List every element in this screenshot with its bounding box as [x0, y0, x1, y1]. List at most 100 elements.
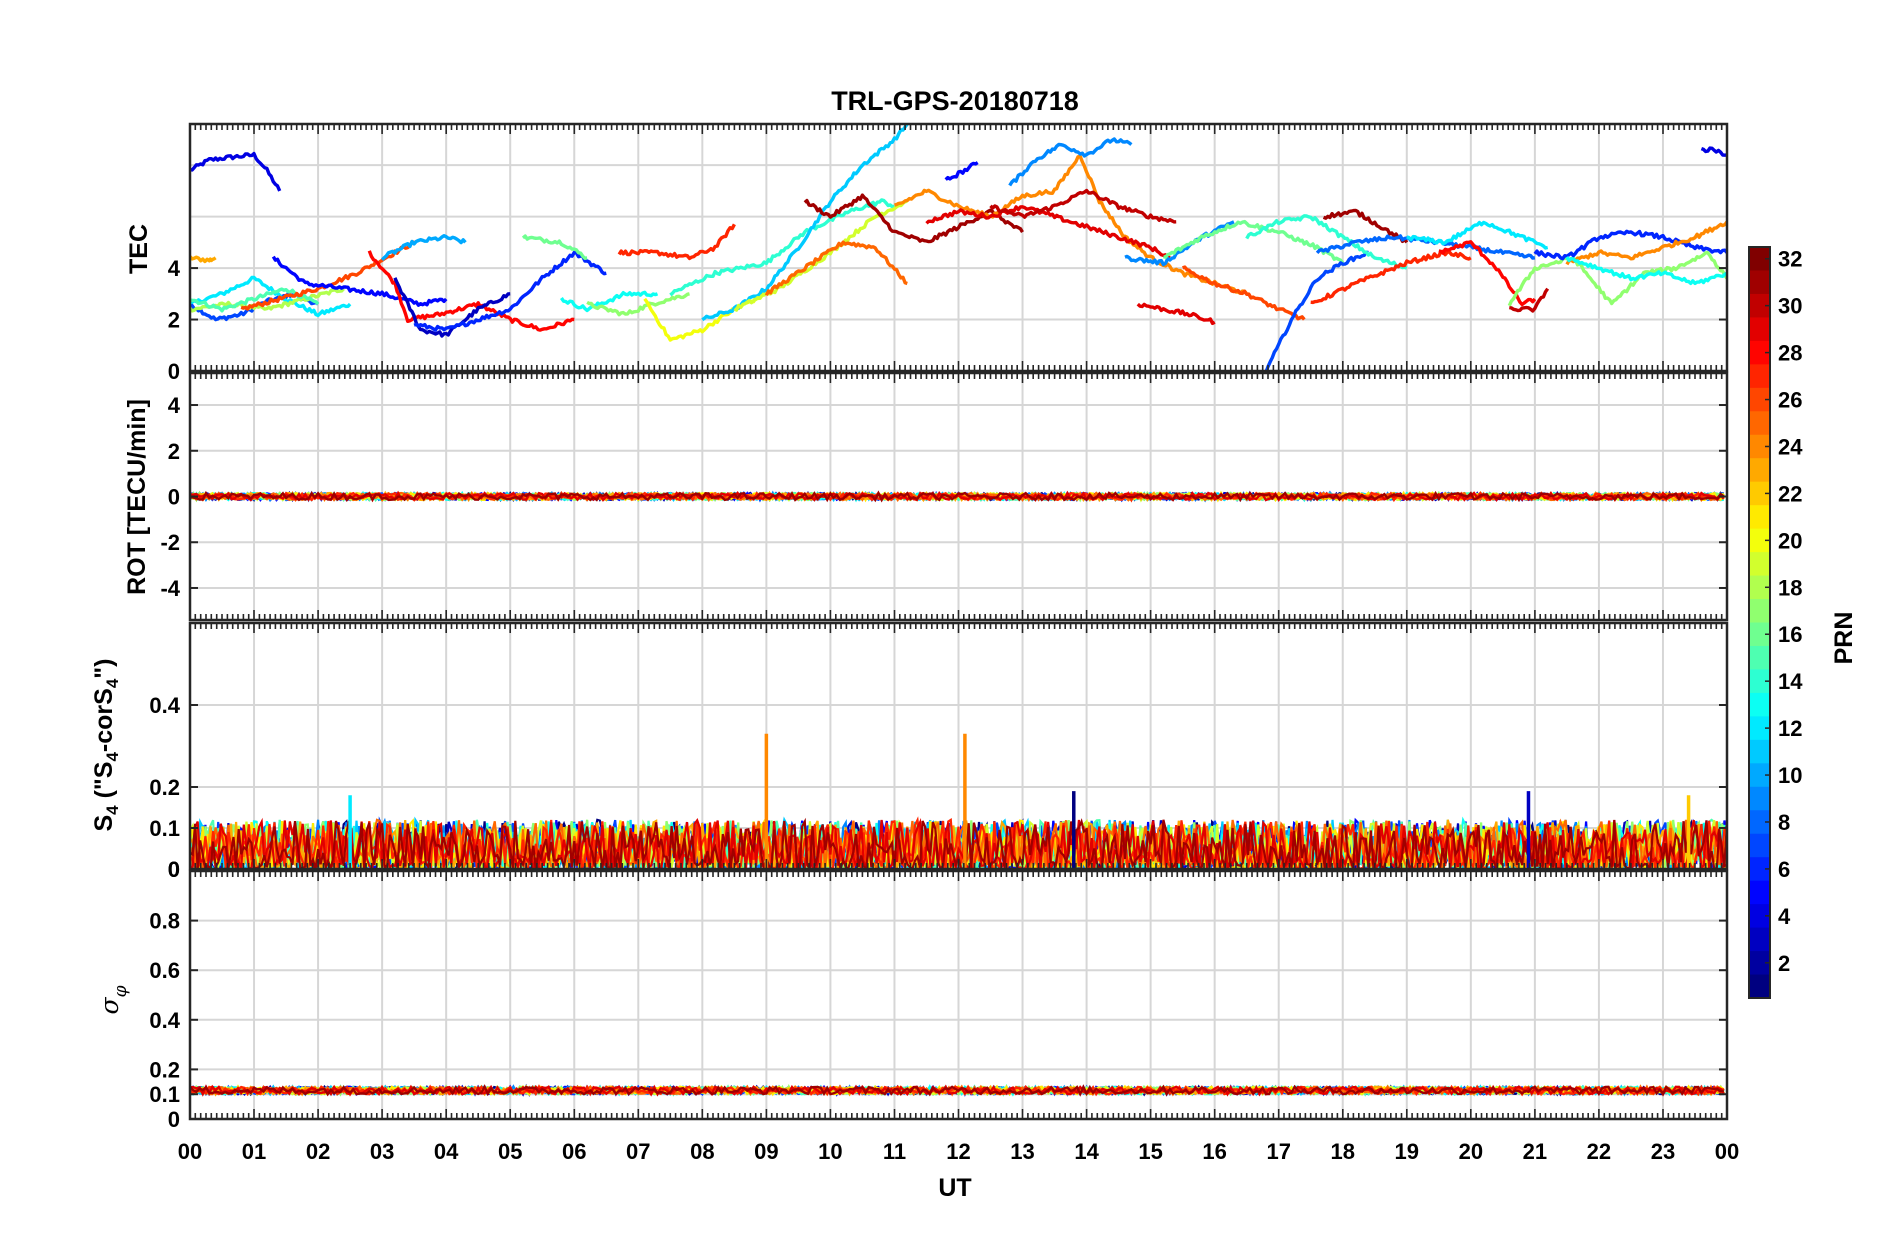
- y-tick-label: 0.2: [149, 1057, 180, 1082]
- panel-tec: 0 2 4: [168, 122, 1729, 384]
- x-tick-label: 07: [626, 1139, 650, 1164]
- colorbar-tick-label: 4: [1778, 904, 1791, 929]
- s4-series-prn-31: [190, 817, 1727, 869]
- colorbar-tick-label: 2: [1778, 951, 1790, 976]
- tec-series-prn-5: [271, 255, 448, 307]
- colorbar-segment: [1749, 505, 1770, 530]
- panel-rot: 4 2 0 -2 -4: [160, 371, 1729, 622]
- x-tick-label: 22: [1587, 1139, 1611, 1164]
- tec-series-prn-12: [190, 275, 352, 318]
- y-tick-label: 0.6: [149, 958, 180, 983]
- y-tick-label: 2: [168, 439, 180, 464]
- data-layer: [190, 1083, 1725, 1097]
- x-tick-label: 18: [1331, 1139, 1355, 1164]
- colorbar-segment: [1749, 739, 1770, 764]
- y-tick-label: 2: [168, 308, 180, 333]
- sigma-series-prn-31: [190, 1084, 1724, 1097]
- tec-series-prn-31: [1322, 208, 1409, 244]
- x-tick-label: 10: [818, 1139, 842, 1164]
- tec-series-prn-17: [586, 292, 690, 317]
- x-tick-label: 20: [1459, 1139, 1483, 1164]
- x-tick-label: 04: [434, 1139, 459, 1164]
- colorbar-segment: [1749, 575, 1770, 600]
- colorbar-segment: [1749, 340, 1770, 365]
- colorbar-segment: [1749, 645, 1770, 671]
- tec-series-prn-27: [617, 223, 736, 261]
- colorbar-tick-label: 10: [1778, 763, 1802, 788]
- x-tick-label: 17: [1266, 1139, 1290, 1164]
- tec-series-prn-16: [1162, 219, 1345, 264]
- x-minor-ticks: [189, 871, 1728, 1119]
- tec-series-prn-7: [1264, 250, 1369, 371]
- colorbar-segment: [1749, 481, 1770, 506]
- x-tick-label: 16: [1202, 1139, 1226, 1164]
- rot-series-prn-31: [190, 490, 1725, 503]
- tec-y-label: TEC: [125, 224, 153, 274]
- data-layer: [190, 490, 1725, 503]
- colorbar-tick-label: 8: [1778, 810, 1790, 835]
- tec-series-prn-12: [1406, 220, 1549, 250]
- y-tick-label: 0: [168, 1107, 180, 1132]
- colorbar-tick-label: 14: [1778, 669, 1803, 694]
- colorbar-segment: [1749, 763, 1770, 788]
- y-tick-label: 0: [168, 359, 180, 384]
- y-tick-label: 0.8: [149, 909, 180, 934]
- x-tick-label: 19: [1395, 1139, 1419, 1164]
- x-tick-label: 05: [498, 1139, 522, 1164]
- x-tick-label: 11: [883, 1139, 906, 1164]
- x-tick-label: 12: [946, 1139, 970, 1164]
- tec-series-prn-16: [521, 234, 588, 260]
- x-axis-label: UT: [938, 1174, 971, 1202]
- colorbar-segment: [1749, 364, 1770, 389]
- tec-series-prn-29: [1136, 302, 1216, 326]
- panel-s4: 000.10.20.4: [149, 621, 1729, 882]
- x-tick-label: 01: [242, 1139, 266, 1164]
- colorbar-segment: [1749, 387, 1770, 412]
- x-tick-label: 09: [754, 1139, 778, 1164]
- tec-series-prn-4: [190, 151, 282, 192]
- y-tick-label: 0: [168, 485, 180, 510]
- colorbar-segment: [1749, 599, 1770, 624]
- colorbar-segment: [1749, 904, 1770, 929]
- s4-series-prn-29: [190, 817, 1727, 869]
- x-tick-label: 15: [1138, 1139, 1162, 1164]
- x-tick-label: 02: [306, 1139, 330, 1164]
- tec-series-prn-10: [380, 234, 467, 262]
- tec-series-prn-28: [1438, 240, 1537, 307]
- data-layer: [190, 124, 1727, 371]
- s4-y-label: S4 ("S4-corS4"): [90, 659, 122, 832]
- tec-series-prn-17: [1507, 251, 1727, 307]
- colorbar-segment: [1749, 833, 1770, 858]
- colorbar-frame: [1748, 246, 1771, 999]
- colorbar-segment: [1749, 552, 1770, 577]
- colorbar-segment: [1749, 810, 1770, 835]
- tec-series-prn-23: [190, 255, 217, 264]
- x-minor-ticks: [189, 373, 1728, 620]
- tec-series-prn-28: [367, 250, 575, 332]
- colorbar-segment: [1749, 317, 1770, 342]
- y-tick-label: 0: [168, 857, 180, 882]
- tec-series-prn-6: [1533, 229, 1727, 261]
- colorbar-segment: [1749, 458, 1770, 483]
- colorbar-segment: [1749, 974, 1770, 999]
- colorbar-tick-label: 22: [1778, 481, 1802, 506]
- x-tick-label: 06: [562, 1139, 586, 1164]
- colorbar-tick-label: 28: [1778, 341, 1802, 366]
- y-tick-label: 0.1: [149, 1082, 180, 1107]
- colorbar-segment: [1749, 247, 1770, 272]
- y-tick-label: 0.1: [149, 816, 180, 841]
- colorbar-label: PRN: [1830, 612, 1858, 665]
- colorbar-segment: [1749, 528, 1770, 553]
- colorbar-segment: [1749, 622, 1770, 647]
- colorbar-tick-label: 32: [1778, 247, 1802, 272]
- colorbar-tick-label: 24: [1778, 434, 1803, 459]
- colorbar-tick-label: 16: [1778, 622, 1802, 647]
- tec-series-prn-9: [1008, 137, 1133, 187]
- y-tick-label: 0.4: [149, 1008, 180, 1033]
- y-tick-label: 0.2: [149, 775, 180, 800]
- tec-series-prn-9: [1124, 220, 1235, 267]
- colorbar-segment: [1749, 716, 1770, 741]
- colorbar-segment: [1749, 692, 1770, 717]
